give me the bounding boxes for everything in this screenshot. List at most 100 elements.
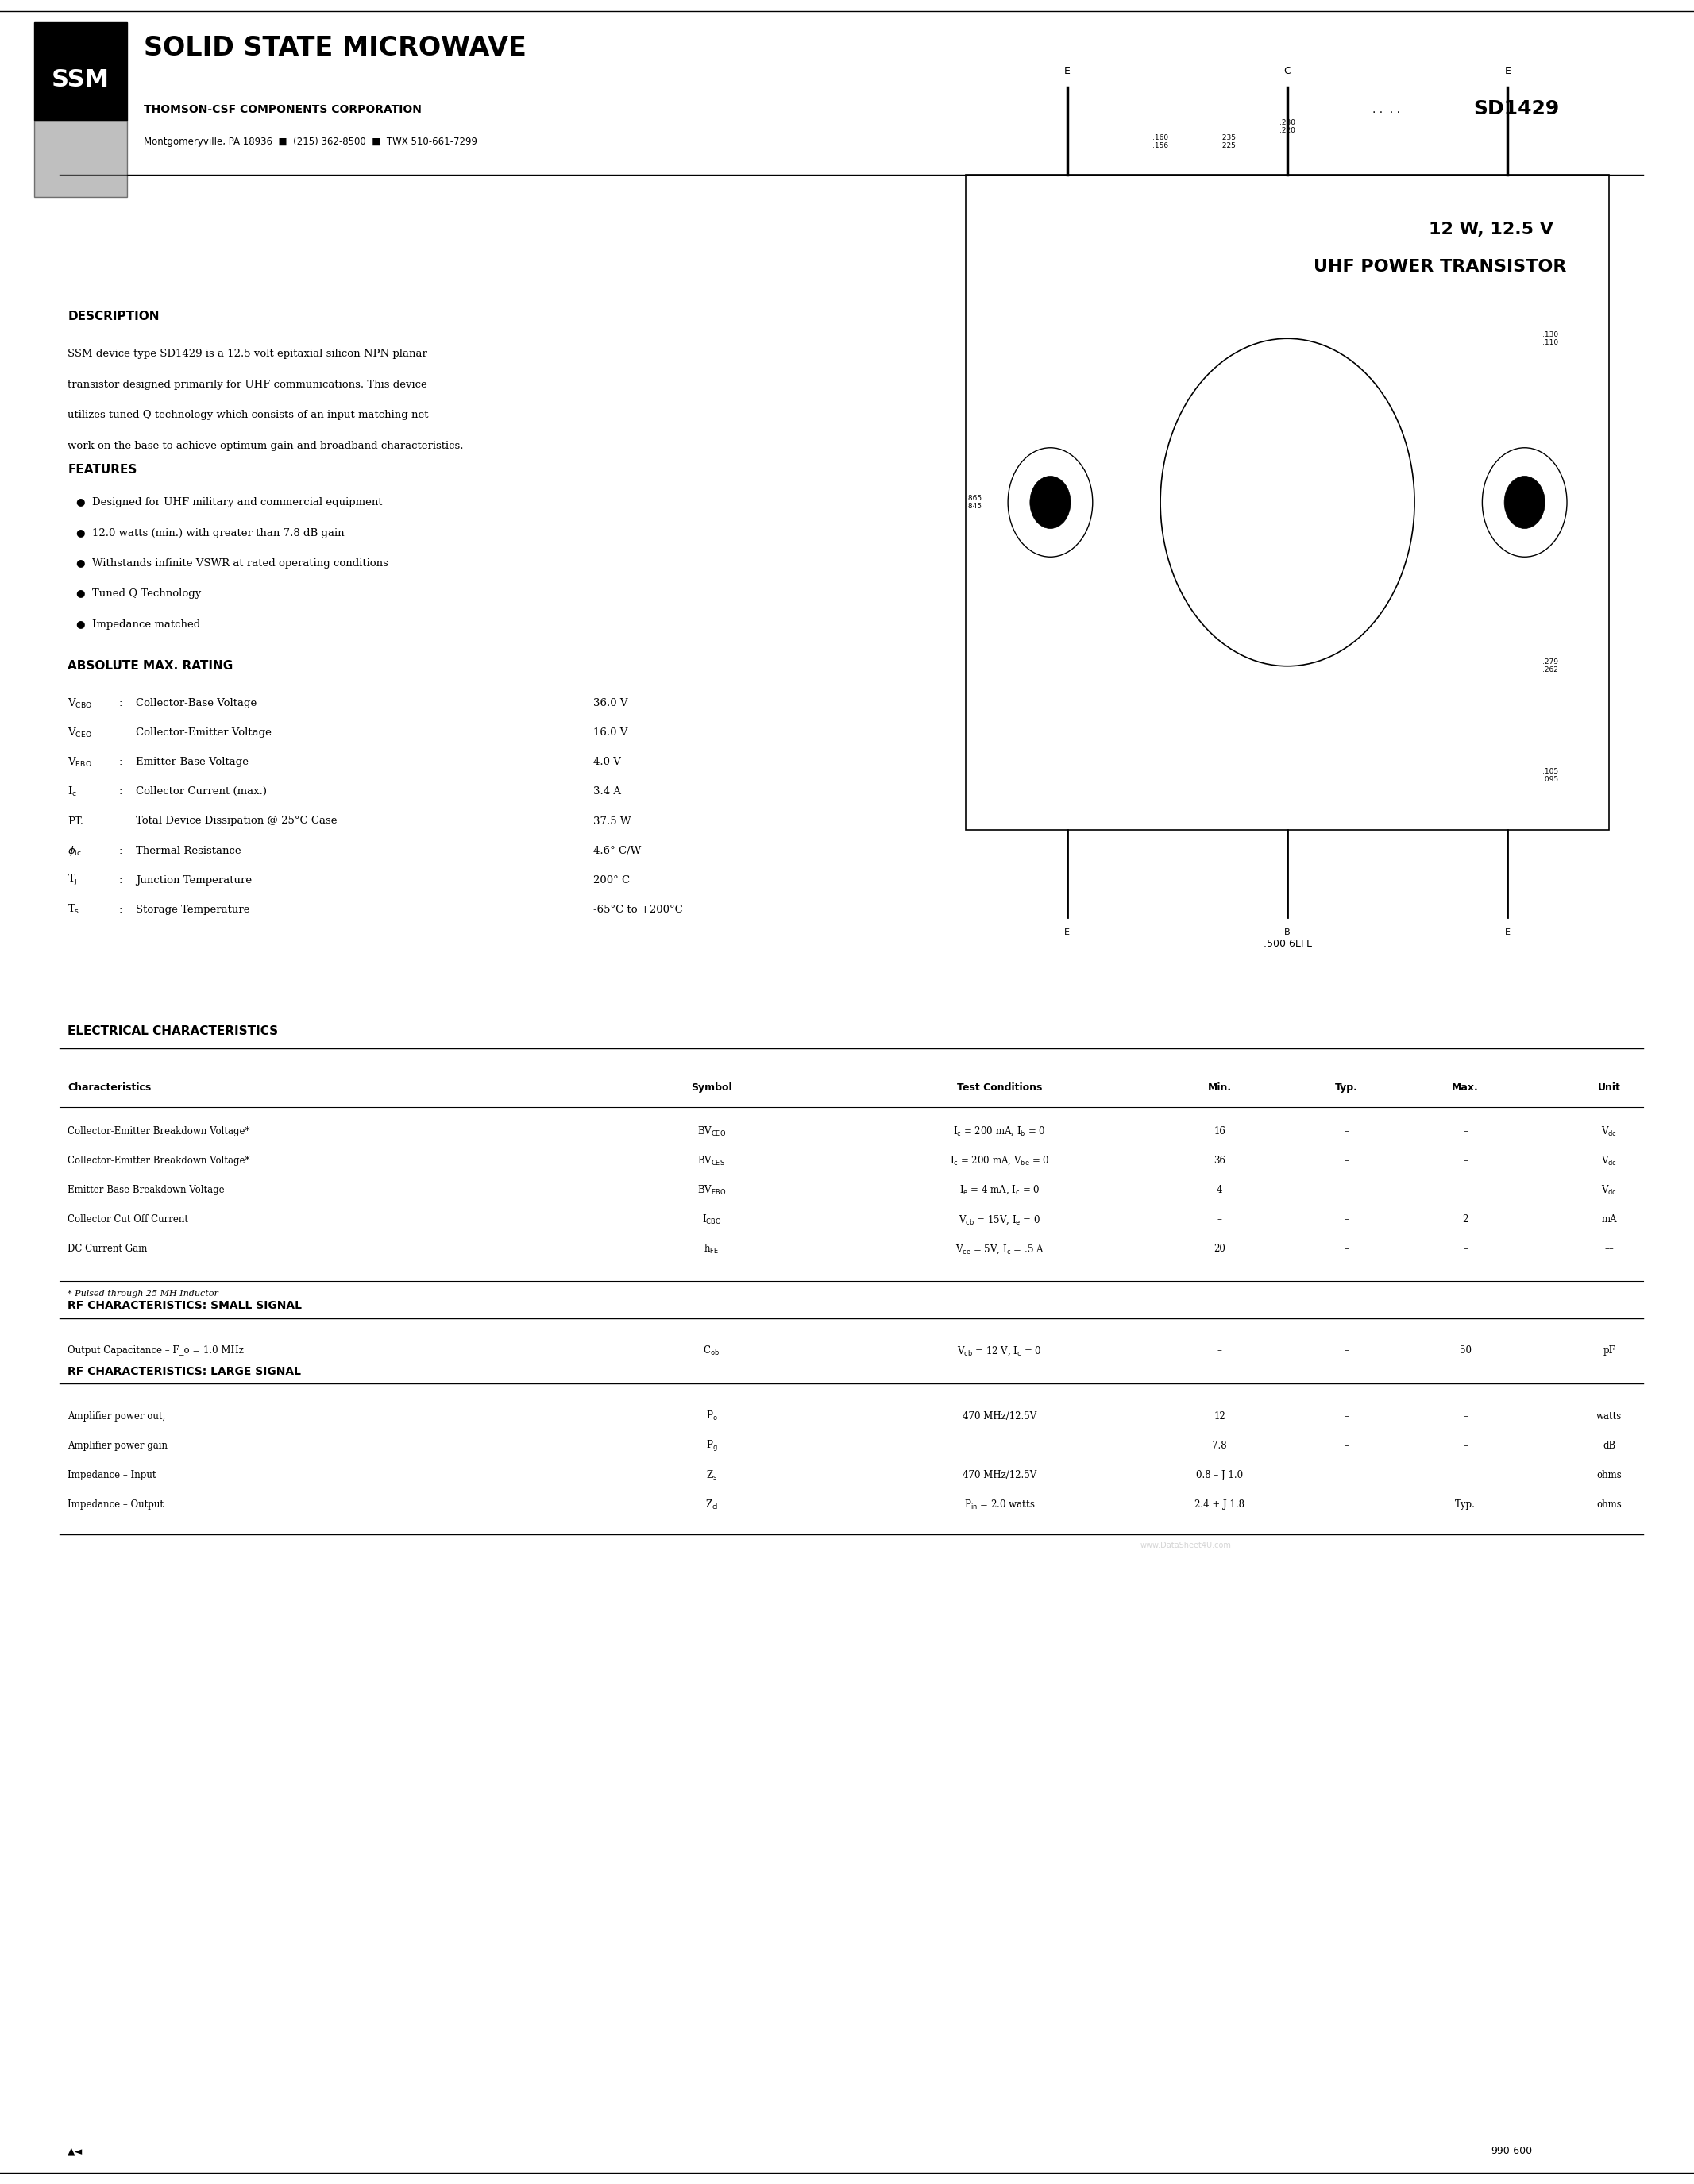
Text: 0.8 – J 1.0: 0.8 – J 1.0 <box>1196 1470 1243 1481</box>
Text: ohms: ohms <box>1597 1500 1621 1509</box>
Text: ●  12.0 watts (min.) with greater than 7.8 dB gain: ● 12.0 watts (min.) with greater than 7.… <box>76 529 344 537</box>
Text: –: – <box>1345 1127 1348 1136</box>
Text: E: E <box>1504 928 1511 937</box>
Text: .500 6LFL: .500 6LFL <box>1264 939 1311 950</box>
Text: Collector-Base Voltage: Collector-Base Voltage <box>136 699 256 708</box>
Text: Emitter-Base Breakdown Voltage: Emitter-Base Breakdown Voltage <box>68 1186 225 1195</box>
Text: PT.: PT. <box>68 817 83 826</box>
Text: –: – <box>1464 1411 1467 1422</box>
Text: .230
.220: .230 .220 <box>1279 118 1296 135</box>
Text: Test Conditions: Test Conditions <box>957 1083 1042 1092</box>
Text: V$_{\mathrm{CBO}}$: V$_{\mathrm{CBO}}$ <box>68 697 93 710</box>
Text: P$_{\mathrm{in}}$ = 2.0 watts: P$_{\mathrm{in}}$ = 2.0 watts <box>964 1498 1035 1511</box>
Text: –: – <box>1345 1411 1348 1422</box>
Text: I$_{\mathrm{c}}$ = 200 mA, I$_{\mathrm{b}}$ = 0: I$_{\mathrm{c}}$ = 200 mA, I$_{\mathrm{b… <box>954 1125 1045 1138</box>
Text: .160
.156: .160 .156 <box>1152 133 1169 151</box>
Text: C$_{\mathrm{ob}}$: C$_{\mathrm{ob}}$ <box>703 1345 720 1356</box>
Text: h$_{\mathrm{FE}}$: h$_{\mathrm{FE}}$ <box>705 1243 718 1256</box>
Text: ▲◄: ▲◄ <box>68 2147 83 2156</box>
Text: :: : <box>119 786 122 797</box>
Text: SSM device type SD1429 is a 12.5 volt epitaxial silicon NPN planar: SSM device type SD1429 is a 12.5 volt ep… <box>68 349 427 358</box>
Text: 4.0 V: 4.0 V <box>593 758 620 767</box>
Text: V$_{\mathrm{cb}}$ = 15V, I$_{\mathrm{e}}$ = 0: V$_{\mathrm{cb}}$ = 15V, I$_{\mathrm{e}}… <box>959 1214 1040 1225</box>
Text: ABSOLUTE MAX. RATING: ABSOLUTE MAX. RATING <box>68 660 234 673</box>
Text: . .  . .: . . . . <box>1372 103 1399 116</box>
Text: Amplifier power out,: Amplifier power out, <box>68 1411 166 1422</box>
Text: –: – <box>1345 1186 1348 1195</box>
Text: work on the base to achieve optimum gain and broadband characteristics.: work on the base to achieve optimum gain… <box>68 441 464 450</box>
Text: E: E <box>1064 928 1071 937</box>
Text: utilizes tuned Q technology which consists of an input matching net-: utilizes tuned Q technology which consis… <box>68 411 432 419</box>
Circle shape <box>1030 476 1071 529</box>
Text: RF CHARACTERISTICS: LARGE SIGNAL: RF CHARACTERISTICS: LARGE SIGNAL <box>68 1365 302 1378</box>
Text: V$_{\mathrm{ce}}$ = 5V, I$_{\mathrm{c}}$ = .5 A: V$_{\mathrm{ce}}$ = 5V, I$_{\mathrm{c}}$… <box>955 1243 1044 1256</box>
Text: E: E <box>1064 66 1071 76</box>
Text: V$_{\mathrm{cb}}$ = 12 V, I$_{\mathrm{c}}$ = 0: V$_{\mathrm{cb}}$ = 12 V, I$_{\mathrm{c}… <box>957 1345 1042 1356</box>
Text: I$_{\mathrm{c}}$ = 200 mA, V$_{\mathrm{be}}$ = 0: I$_{\mathrm{c}}$ = 200 mA, V$_{\mathrm{b… <box>950 1155 1049 1166</box>
Text: Typ.: Typ. <box>1455 1500 1475 1509</box>
Text: 12: 12 <box>1215 1411 1225 1422</box>
Text: 16.0 V: 16.0 V <box>593 727 627 738</box>
Text: 16: 16 <box>1215 1127 1225 1136</box>
Circle shape <box>1504 476 1545 529</box>
Text: V$_{\mathrm{dc}}$: V$_{\mathrm{dc}}$ <box>1601 1155 1618 1166</box>
Text: V$_{\mathrm{dc}}$: V$_{\mathrm{dc}}$ <box>1601 1184 1618 1197</box>
Text: :: : <box>119 727 122 738</box>
Text: 12 W, 12.5 V: 12 W, 12.5 V <box>1428 221 1553 238</box>
Text: T$_{\mathrm{j}}$: T$_{\mathrm{j}}$ <box>68 874 78 887</box>
Text: www.DataSheet4U.com: www.DataSheet4U.com <box>1140 1542 1232 1548</box>
Text: –: – <box>1345 1345 1348 1356</box>
Text: –: – <box>1218 1345 1221 1356</box>
Text: Min.: Min. <box>1208 1083 1232 1092</box>
Text: :: : <box>119 699 122 708</box>
Text: :: : <box>119 845 122 856</box>
Text: I$_{\mathrm{e}}$ = 4 mA, I$_{\mathrm{c}}$ = 0: I$_{\mathrm{e}}$ = 4 mA, I$_{\mathrm{c}}… <box>959 1184 1040 1197</box>
Text: 4.6° C/W: 4.6° C/W <box>593 845 640 856</box>
Text: 20: 20 <box>1215 1245 1225 1254</box>
Text: BV$_{\mathrm{EBO}}$: BV$_{\mathrm{EBO}}$ <box>698 1184 725 1197</box>
Text: ohms: ohms <box>1597 1470 1621 1481</box>
Text: –: – <box>1464 1441 1467 1450</box>
Text: 4: 4 <box>1216 1186 1223 1195</box>
Text: :: : <box>119 876 122 885</box>
Text: 200° C: 200° C <box>593 876 630 885</box>
Text: dB: dB <box>1603 1441 1616 1450</box>
Text: :: : <box>119 758 122 767</box>
Text: .865
.845: .865 .845 <box>966 494 983 511</box>
Text: DC Current Gain: DC Current Gain <box>68 1245 147 1254</box>
Text: DESCRIPTION: DESCRIPTION <box>68 310 159 323</box>
Text: 36.0 V: 36.0 V <box>593 699 627 708</box>
Text: V$_{\mathrm{CEO}}$: V$_{\mathrm{CEO}}$ <box>68 727 91 738</box>
Text: BV$_{\mathrm{CES}}$: BV$_{\mathrm{CES}}$ <box>698 1155 725 1166</box>
Text: .105
.095: .105 .095 <box>1542 767 1558 784</box>
Text: Z$_{\mathrm{s}}$: Z$_{\mathrm{s}}$ <box>706 1470 717 1481</box>
FancyBboxPatch shape <box>34 120 127 197</box>
Text: Collector Cut Off Current: Collector Cut Off Current <box>68 1214 188 1225</box>
Text: ●  Withstands infinite VSWR at rated operating conditions: ● Withstands infinite VSWR at rated oper… <box>76 559 388 568</box>
Text: Amplifier power gain: Amplifier power gain <box>68 1441 168 1450</box>
Text: –: – <box>1218 1214 1221 1225</box>
Text: I$_{\mathrm{c}}$: I$_{\mathrm{c}}$ <box>68 786 78 797</box>
Text: SOLID STATE MICROWAVE: SOLID STATE MICROWAVE <box>144 35 527 61</box>
Text: Collector-Emitter Voltage: Collector-Emitter Voltage <box>136 727 271 738</box>
Text: SSM: SSM <box>51 68 110 92</box>
Text: 2: 2 <box>1462 1214 1469 1225</box>
Text: ●  Impedance matched: ● Impedance matched <box>76 620 200 629</box>
Text: –: – <box>1464 1245 1467 1254</box>
Text: .235
.225: .235 .225 <box>1220 133 1237 151</box>
Text: :: : <box>119 817 122 826</box>
Text: 7.8: 7.8 <box>1213 1441 1226 1450</box>
Text: Collector-Emitter Breakdown Voltage*: Collector-Emitter Breakdown Voltage* <box>68 1127 251 1136</box>
Text: Storage Temperature: Storage Temperature <box>136 904 249 915</box>
Text: 37.5 W: 37.5 W <box>593 817 630 826</box>
Text: -65°C to +200°C: -65°C to +200°C <box>593 904 683 915</box>
Text: Impedance – Output: Impedance – Output <box>68 1500 164 1509</box>
Text: FEATURES: FEATURES <box>68 463 137 476</box>
Text: –: – <box>1464 1186 1467 1195</box>
Text: Emitter-Base Voltage: Emitter-Base Voltage <box>136 758 249 767</box>
Text: P$_{\mathrm{o}}$: P$_{\mathrm{o}}$ <box>706 1411 717 1422</box>
Text: 50: 50 <box>1459 1345 1472 1356</box>
Text: T$_{\mathrm{s}}$: T$_{\mathrm{s}}$ <box>68 904 80 915</box>
Text: ELECTRICAL CHARACTERISTICS: ELECTRICAL CHARACTERISTICS <box>68 1026 278 1037</box>
Text: .279
.262: .279 .262 <box>1542 657 1558 675</box>
